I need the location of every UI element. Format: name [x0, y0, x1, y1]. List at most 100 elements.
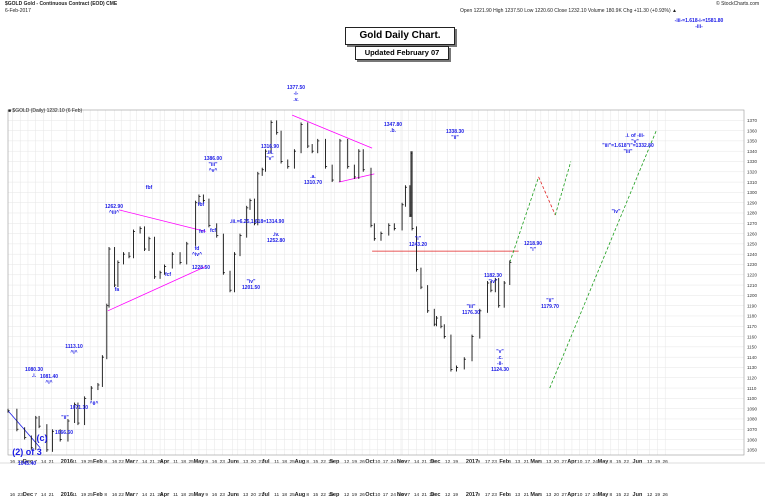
x-tick-label-bottom: Feb — [93, 492, 103, 498]
x-tick-label: 11 — [173, 459, 178, 465]
wave-label: (2) of 3 — [12, 447, 42, 457]
wave-label: "v" — [266, 156, 274, 162]
x-tick-label: 15 — [313, 459, 319, 465]
wave-label: fa — [115, 287, 120, 293]
x-tick-label: Feb — [499, 459, 509, 465]
wave-label: 1252.80 — [267, 238, 285, 244]
wave-label: "v" — [631, 139, 639, 145]
y-tick-label: 1060 — [747, 437, 758, 442]
y-tick-label: 1110 — [747, 386, 757, 391]
x-tick-label: 27 — [561, 459, 567, 465]
x-tick-label: Dec — [23, 459, 33, 465]
x-tick-label: 21 — [422, 459, 428, 465]
y-tick-label: 1090 — [747, 406, 758, 411]
x-tick-label: 19 — [453, 459, 459, 465]
x-tick-label: Jul — [262, 459, 270, 465]
x-tick-label-bottom: 14 — [414, 492, 420, 498]
x-tick-label: 10 — [375, 459, 381, 465]
x-tick-label-bottom: May — [598, 492, 610, 498]
wave-label: fef — [199, 229, 205, 235]
x-tick-label-bottom: 21 — [422, 492, 428, 498]
y-tick-label: 1350 — [747, 139, 758, 144]
x-tick-label: 14 — [41, 459, 47, 465]
wave-label: ^ii^ — [90, 401, 99, 407]
x-tick-label-bottom: 12 — [445, 492, 451, 498]
x-tick-label-bottom: 21 — [49, 492, 55, 498]
x-tick-label-bottom: 11 — [274, 492, 279, 498]
wave-label: "iii"=1.618"i"=1332.80 — [602, 143, 654, 149]
x-tick-label: 28 — [429, 459, 435, 465]
wave-label: fbf — [198, 202, 205, 208]
y-tick-label: 1310 — [747, 180, 758, 185]
x-tick-label-bottom: 2016 — [61, 492, 73, 498]
x-tick-label: 10 — [577, 459, 583, 465]
x-tick-label: 2017 — [466, 459, 478, 465]
wave-label: "iii" — [209, 162, 219, 168]
x-tick-label-bottom: 22 — [624, 492, 630, 498]
wave-label: -i- — [294, 91, 299, 97]
x-tick-label-bottom: Feb — [499, 492, 509, 498]
wave-label: 1176.30 — [462, 310, 480, 316]
wave-label: 1310.70 — [304, 180, 322, 186]
wave-label: -iii-=1.618-i-=1581.80 — [675, 18, 724, 24]
x-tick-label: 27 — [258, 459, 264, 465]
x-tick-label-bottom: Apr — [160, 492, 170, 498]
y-tick-label: 1160 — [747, 334, 757, 339]
wave-label: 1243.20 — [409, 242, 427, 248]
x-tick-label-bottom: 12 — [344, 492, 350, 498]
x-tick-label: 23 — [220, 459, 226, 465]
y-tick-label: 1180 — [747, 314, 757, 319]
x-tick-label: 15 — [616, 459, 622, 465]
chart-date: 6-Feb-2017 — [5, 8, 31, 14]
x-tick-label-bottom: 7 — [34, 492, 37, 498]
wave-label: "ii" — [451, 135, 459, 141]
x-tick-label: 19 — [81, 459, 87, 465]
x-tick-label: Apr — [567, 459, 577, 465]
y-tick-label: 1360 — [747, 128, 758, 133]
projection-long — [549, 130, 657, 389]
wave-label: .iv. — [273, 232, 280, 238]
title-box: Gold Daily Chart. — [345, 27, 455, 45]
x-tick-label: Oct — [365, 459, 374, 465]
x-tick-label-bottom: Nov — [397, 492, 408, 498]
y-tick-label: 1220 — [747, 272, 758, 277]
x-tick-label-bottom: 23 — [18, 492, 24, 498]
x-tick-label: Aug — [295, 459, 306, 465]
wave-label: "i" — [530, 247, 537, 253]
x-tick-label: 22 — [624, 459, 630, 465]
y-tick-label: 1230 — [747, 262, 758, 267]
wave-label: 1377.50 — [287, 85, 305, 91]
x-tick-label-bottom: 22 — [119, 492, 125, 498]
quote-line: Open 1221.90 High 1237.50 Low 1220.60 Cl… — [460, 8, 677, 14]
x-tick-label: 13 — [515, 459, 521, 465]
x-tick-label: 17 — [585, 459, 591, 465]
y-tick-label: 1120 — [747, 375, 757, 380]
y-tick-label: 1200 — [747, 293, 758, 298]
x-tick-label: 24 — [391, 459, 397, 465]
projection-iv — [538, 176, 556, 216]
x-tick-label: 7 — [34, 459, 37, 465]
wave-label: "ii" — [546, 298, 554, 304]
y-tick-label: 1080 — [747, 417, 758, 422]
x-tick-label-bottom: 7 — [407, 492, 410, 498]
wave-label: "iii" — [467, 304, 477, 310]
x-tick-label: 16 — [112, 459, 118, 465]
x-tick-label-bottom: 7 — [135, 492, 138, 498]
wave-label: "iv" — [489, 279, 499, 285]
x-tick-label: 13 — [546, 459, 552, 465]
wave-label: 1066.50 — [55, 430, 73, 436]
y-tick-label: 1330 — [747, 159, 758, 164]
x-tick-label: 25 — [290, 459, 296, 465]
wave-label: 1338.30 — [446, 129, 464, 135]
wave-label: 1045.40 — [18, 461, 36, 467]
wave-label: fcf — [210, 228, 216, 234]
x-tick-label-bottom: Jun — [633, 492, 643, 498]
wave-label: .a. — [310, 174, 316, 180]
y-tick-label: 1240 — [747, 252, 758, 257]
wave-label: 1113.10 — [65, 344, 83, 350]
x-tick-label: 21 — [49, 459, 55, 465]
x-tick-label-bottom: 25 — [290, 492, 296, 498]
x-tick-label: 16 — [10, 459, 16, 465]
x-tick-label-bottom: 2017 — [466, 492, 478, 498]
y-tick-label: 1050 — [747, 448, 758, 453]
